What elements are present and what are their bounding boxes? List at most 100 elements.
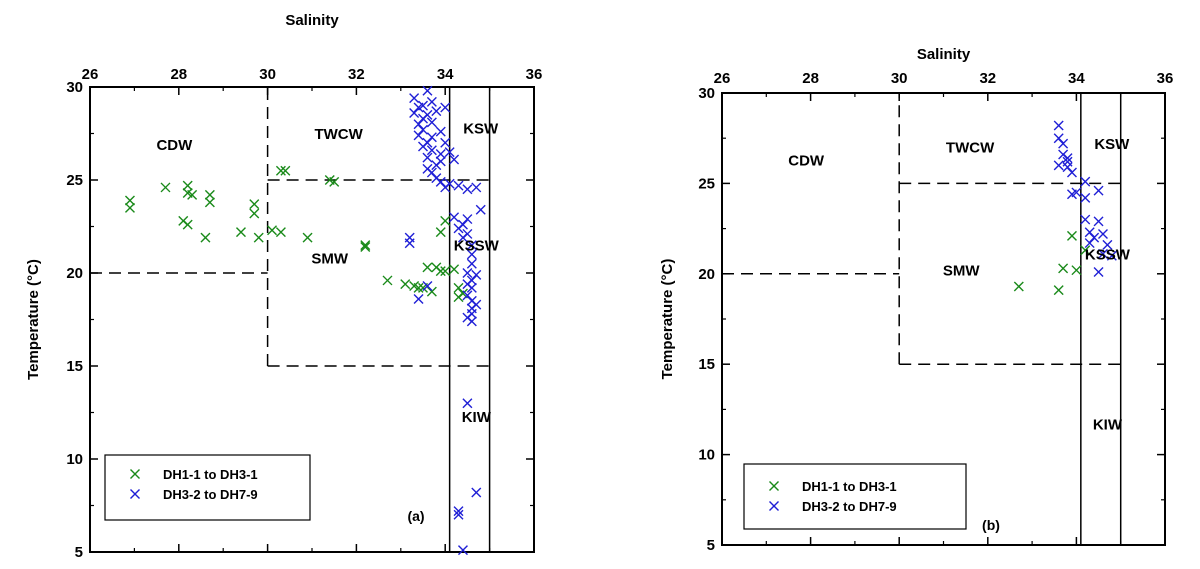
panel-a-point-stroke-b: [360, 241, 371, 252]
panel-a-x-tick-label: 32: [348, 66, 365, 83]
panel-a-y-tick-label: 20: [66, 265, 83, 282]
panel-a-point: [462, 290, 473, 301]
panel-a-point: [200, 232, 211, 243]
panel-a-panel-label: (a): [407, 508, 424, 524]
panel-b-point: [1071, 265, 1082, 276]
panel-a-point: [462, 184, 473, 195]
panel-a-point: [462, 228, 473, 239]
panel-b-legend: DH1-1 to DH3-1 DH3-2 to DH7-9: [743, 463, 967, 530]
panel-a-point: [400, 279, 411, 290]
panel-b-y-tick-label: 30: [698, 85, 715, 102]
panel-a-point-stroke-b: [462, 279, 473, 290]
panel-a-point-stroke-b: [280, 165, 291, 176]
panel-a-y-tick-label: 25: [66, 172, 83, 189]
panel-a-x-tick-label: 28: [170, 66, 187, 83]
panel-a-point-stroke-b: [475, 204, 486, 215]
panel-a-point: [435, 126, 446, 137]
panel-a-region-label: KIW: [462, 409, 492, 426]
panel-b-point-stroke-b: [1058, 263, 1069, 274]
panel-b-point-stroke-b: [1053, 133, 1064, 144]
panel-b-point-stroke-b: [1053, 285, 1064, 296]
panel-a-point: [413, 102, 424, 113]
panel-a-point-stroke-b: [453, 180, 464, 191]
panel-a-point: [475, 204, 486, 215]
panel-a-point-stroke-b: [426, 117, 437, 128]
panel-b-x-tick-label: 26: [714, 70, 731, 87]
panel-b-point-stroke-b: [1058, 138, 1069, 149]
panel-a-region-label: SMW: [311, 251, 349, 268]
panel-b-point: [1053, 120, 1064, 131]
panel-a-point-stroke-b: [422, 281, 433, 292]
panel-a-legend-marker-stroke-b: [130, 489, 140, 499]
panel-b-point-stroke-b: [1093, 266, 1104, 277]
panel-b-region-label: KSSW: [1085, 246, 1131, 263]
panel-a-point-stroke-b: [462, 184, 473, 195]
panel-a-point: [426, 117, 437, 128]
panel-b-point: [1097, 248, 1108, 259]
panel-b-point-stroke-b: [1080, 214, 1091, 225]
panel-a-point: [462, 268, 473, 278]
panel-a-point: [462, 214, 473, 225]
panel-a-point: [360, 240, 371, 251]
panel-a-point: [471, 182, 482, 193]
panel-b-point-stroke-b: [1062, 153, 1073, 164]
panel-b-point-stroke-b: [1080, 245, 1091, 256]
panel-a-point-stroke-b: [462, 290, 473, 301]
panel-a-point: [382, 275, 393, 286]
panel-a-point: [431, 106, 442, 117]
panel-a-point: [426, 145, 437, 156]
panel-b-point: [1071, 187, 1082, 198]
panel-a-point-stroke-b: [182, 180, 193, 191]
panel-b-legend-marker-stroke-b: [769, 481, 779, 491]
panel-a-region-label: KSW: [463, 121, 499, 138]
panel-b-x-tick-label: 30: [891, 70, 908, 87]
panel-a-y-tick-label: 5: [75, 544, 83, 561]
panel-a-point-stroke-b: [426, 145, 437, 156]
panel-a-y-tick-label: 15: [66, 358, 83, 375]
panel-a-point-stroke-b: [409, 108, 420, 119]
panel-a-point: [462, 398, 473, 409]
panel-a-point: [453, 506, 464, 517]
panel-b-point-stroke-b: [1102, 239, 1113, 250]
panel-a-point: [404, 238, 415, 249]
panel-b-point-stroke-b: [1066, 167, 1077, 178]
panel-a-point: [453, 282, 464, 293]
panel-a-point-stroke-b: [200, 232, 211, 243]
panel-a-point-stroke-b: [418, 124, 428, 135]
panel-a-point: [457, 219, 468, 230]
panel-a-point: [435, 176, 446, 187]
panel-a-point: [280, 165, 291, 176]
panel-b-chart: Salinity Temperature (°C) 26 28 30 32 34 36 5 10 1…: [659, 46, 1173, 554]
panel-a-region-label: TWCW: [314, 126, 363, 143]
panel-b-point: [1080, 214, 1091, 225]
panel-a-point-stroke-b: [440, 102, 451, 113]
panel-a-x-tick-label: 30: [259, 66, 276, 83]
panel-a-point: [435, 227, 446, 238]
panel-a-point: [204, 197, 215, 208]
panel-a-point-stroke-b: [422, 152, 433, 163]
panel-b-point: [1106, 250, 1117, 261]
panel-b-point: [1093, 185, 1104, 196]
panel-a-point: [187, 189, 198, 200]
panel-b-point-stroke-b: [1080, 176, 1091, 187]
panel-b-y-tick-label: 10: [698, 447, 715, 464]
panel-a-point: [457, 545, 468, 556]
panel-a-region-label: CDW: [156, 137, 193, 154]
panel-a-point-stroke-b: [440, 137, 451, 148]
panel-b-y-tick-label: 20: [698, 266, 715, 283]
panel-a-point-stroke-b: [462, 228, 473, 239]
panel-a-point-stroke-b: [435, 266, 446, 277]
panel-a-legend-box: [104, 454, 311, 521]
panel-a-point: [413, 130, 424, 141]
panel-b-point-stroke-b: [1053, 120, 1064, 131]
panel-b-point: [1062, 153, 1073, 164]
panel-a-point: [182, 219, 193, 230]
panel-a-point-stroke-b: [409, 93, 420, 104]
panel-b-point-stroke-b: [1089, 232, 1100, 243]
panel-b-point-stroke-b: [1071, 265, 1082, 276]
panel-a-point: [422, 109, 433, 120]
panel-b-legend-entry: DH1-1 to DH3-1: [802, 479, 897, 494]
panel-b-region-label: KSW: [1094, 136, 1130, 153]
panel-b-point: [1062, 162, 1073, 173]
